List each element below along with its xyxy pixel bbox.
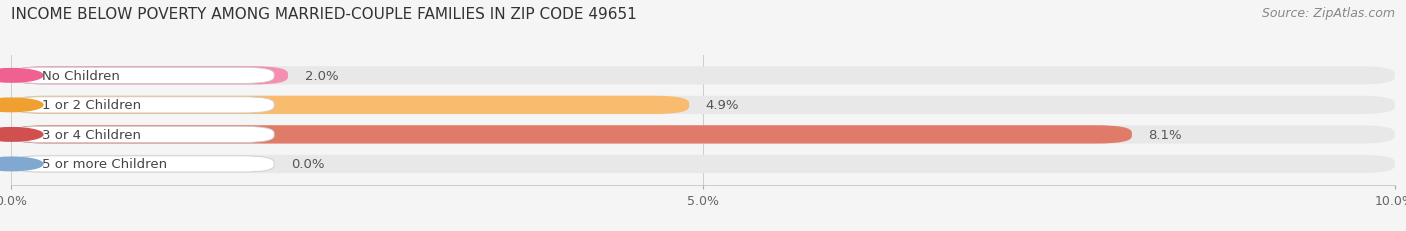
Text: 2.0%: 2.0% [305, 70, 339, 82]
Circle shape [0, 69, 44, 83]
Text: 1 or 2 Children: 1 or 2 Children [42, 99, 141, 112]
Text: No Children: No Children [42, 70, 120, 82]
FancyBboxPatch shape [11, 96, 689, 115]
FancyBboxPatch shape [11, 96, 1395, 115]
Circle shape [0, 158, 44, 171]
Text: 5 or more Children: 5 or more Children [42, 158, 167, 171]
FancyBboxPatch shape [11, 67, 1395, 85]
FancyBboxPatch shape [11, 155, 1395, 173]
Text: 8.1%: 8.1% [1149, 128, 1182, 141]
FancyBboxPatch shape [11, 156, 274, 172]
Circle shape [0, 128, 44, 142]
Text: 3 or 4 Children: 3 or 4 Children [42, 128, 141, 141]
Text: Source: ZipAtlas.com: Source: ZipAtlas.com [1261, 7, 1395, 20]
FancyBboxPatch shape [11, 97, 274, 113]
FancyBboxPatch shape [11, 67, 288, 85]
FancyBboxPatch shape [11, 126, 1395, 144]
FancyBboxPatch shape [11, 127, 274, 143]
Text: 0.0%: 0.0% [291, 158, 325, 171]
FancyBboxPatch shape [11, 126, 1132, 144]
Text: 4.9%: 4.9% [706, 99, 740, 112]
Circle shape [0, 99, 44, 112]
Text: INCOME BELOW POVERTY AMONG MARRIED-COUPLE FAMILIES IN ZIP CODE 49651: INCOME BELOW POVERTY AMONG MARRIED-COUPL… [11, 7, 637, 22]
FancyBboxPatch shape [11, 68, 274, 84]
